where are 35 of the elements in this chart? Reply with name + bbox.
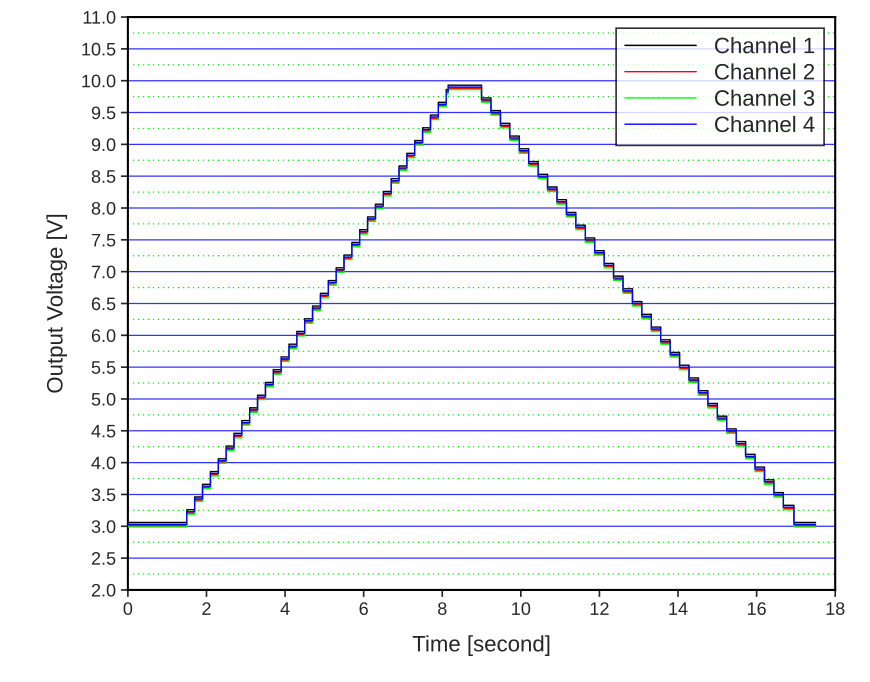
y-tick-label: 11.0 bbox=[84, 10, 116, 24]
y-tick-label: 2.5 bbox=[92, 552, 116, 565]
legend-label: Channel 3 bbox=[715, 90, 814, 106]
y-tick-label: 9.5 bbox=[92, 106, 116, 120]
y-tick-label: 4.5 bbox=[91, 424, 116, 438]
y-tick-label: 5.5 bbox=[92, 361, 116, 374]
y-tick-label: 3.0 bbox=[92, 520, 116, 533]
y-tick-label: 2.0 bbox=[92, 584, 116, 597]
x-tick-label: 10 bbox=[512, 602, 530, 615]
y-tick-label: 8.5 bbox=[92, 170, 116, 183]
y-tick-label: 7.5 bbox=[92, 234, 116, 247]
y-tick-label: 10.0 bbox=[82, 74, 116, 88]
y-tick-label: 6.5 bbox=[92, 297, 116, 310]
x-tick-label: 8 bbox=[438, 602, 446, 615]
y-tick-label: 7.0 bbox=[92, 266, 116, 278]
x-tick-label: 14 bbox=[669, 602, 688, 615]
x-tick-label: 6 bbox=[360, 602, 368, 615]
y-tick-label: 5.0 bbox=[92, 392, 116, 406]
y-tick-label: 8.0 bbox=[92, 202, 116, 215]
x-axis-title: Time [second] bbox=[412, 635, 550, 656]
x-tick-label: 4 bbox=[280, 602, 290, 615]
x-tick-label: 12 bbox=[590, 602, 609, 615]
legend-label: Channel 2 bbox=[715, 63, 814, 80]
legend-label: Channel 4 bbox=[715, 116, 815, 132]
legend-label: Channel 1 bbox=[715, 37, 814, 54]
y-tick-label: 3.5 bbox=[92, 488, 116, 502]
x-tick-label: 0 bbox=[124, 602, 132, 615]
y-tick-label: 4.0 bbox=[91, 456, 116, 470]
y-tick-label: 6.0 bbox=[92, 329, 116, 342]
x-tick-label: 16 bbox=[748, 602, 766, 615]
x-tick-label: 2 bbox=[202, 602, 211, 615]
y-axis-title: Output Voltage [V] bbox=[46, 214, 68, 393]
x-tick-label: 18 bbox=[826, 602, 844, 615]
y-tick-label: 10.5 bbox=[82, 42, 116, 56]
y-tick-label: 9.0 bbox=[92, 138, 116, 152]
